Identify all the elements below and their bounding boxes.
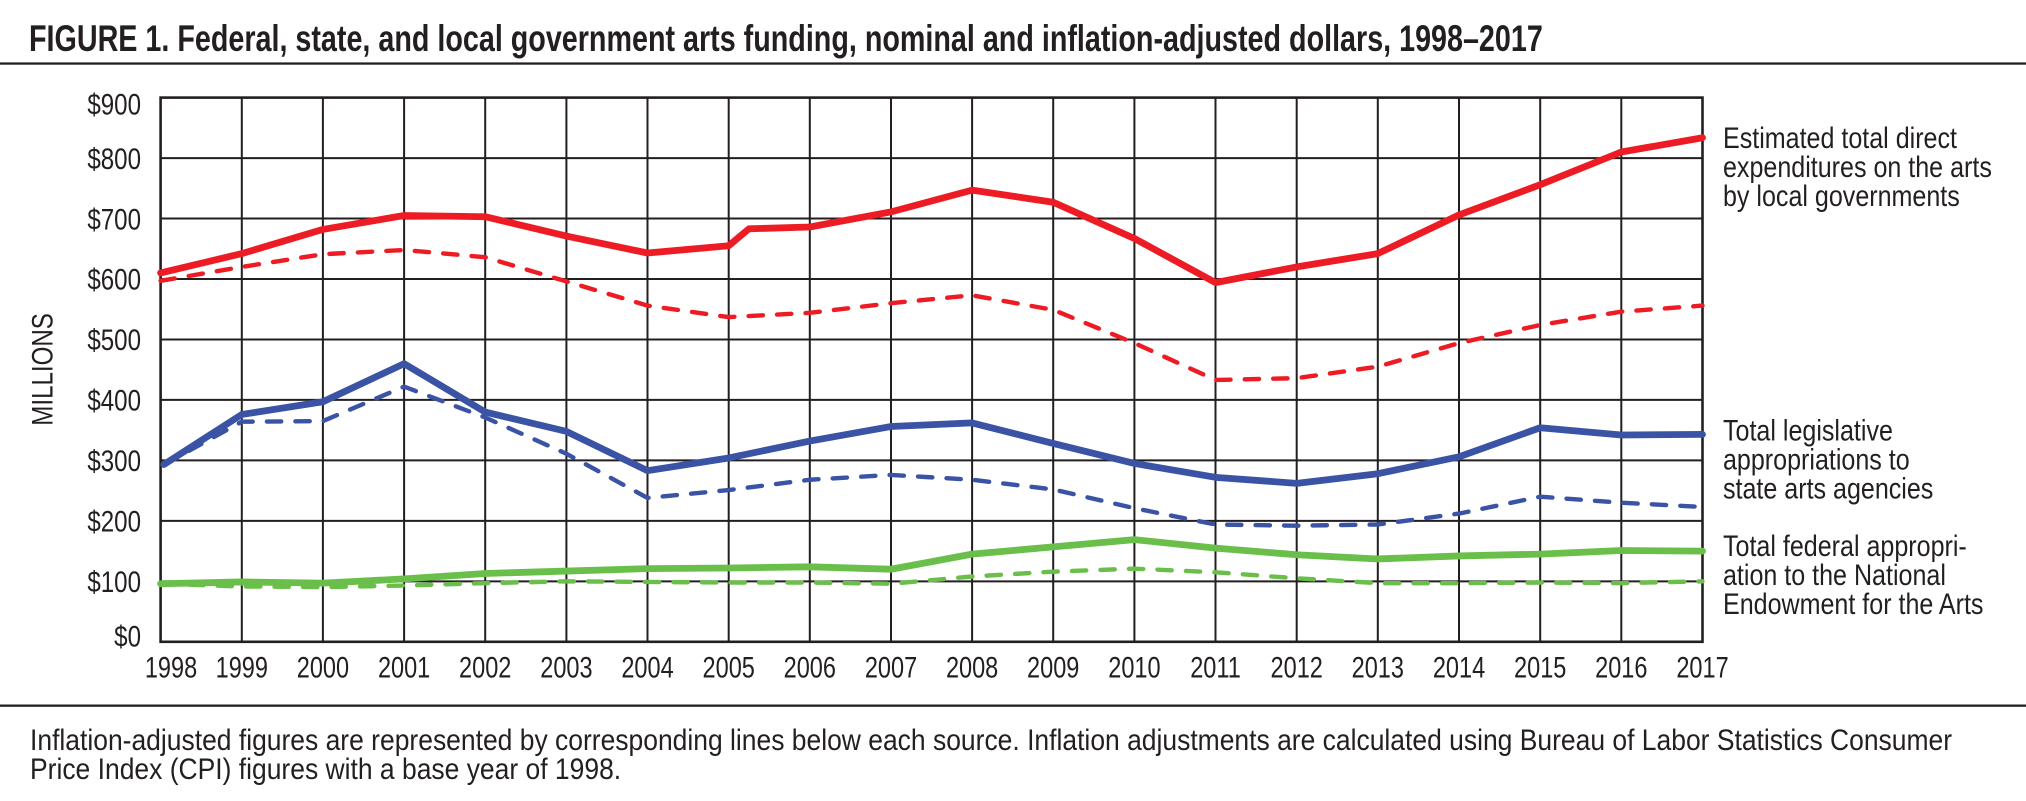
svg-text:Total legislative: Total legislative (1723, 414, 1893, 447)
svg-text:$200: $200 (87, 505, 141, 538)
svg-text:ation to the National: ation to the National (1723, 558, 1946, 591)
svg-text:$400: $400 (87, 384, 141, 417)
svg-text:Endowment for the Arts: Endowment for the Arts (1723, 587, 1983, 620)
svg-text:1999: 1999 (216, 651, 268, 684)
svg-text:2001: 2001 (378, 651, 430, 684)
svg-text:appropriations to: appropriations to (1723, 443, 1910, 476)
svg-text:expenditures on the arts: expenditures on the arts (1723, 150, 1992, 183)
svg-text:$0: $0 (114, 620, 141, 653)
svg-text:2013: 2013 (1352, 651, 1404, 684)
svg-text:2009: 2009 (1027, 651, 1079, 684)
svg-text:Price Index (CPI) figures with: Price Index (CPI) figures with a base ye… (30, 752, 621, 785)
svg-text:state arts agencies: state arts agencies (1723, 472, 1933, 505)
svg-text:2004: 2004 (621, 651, 673, 684)
svg-text:$700: $700 (87, 203, 141, 236)
svg-text:$100: $100 (87, 566, 141, 599)
svg-text:Estimated total direct: Estimated total direct (1723, 121, 1957, 154)
svg-text:2003: 2003 (540, 651, 592, 684)
svg-text:by local governments: by local governments (1723, 179, 1960, 212)
svg-text:$800: $800 (87, 143, 141, 176)
svg-text:2008: 2008 (946, 651, 998, 684)
svg-text:MILLIONS: MILLIONS (26, 313, 59, 425)
svg-text:2002: 2002 (459, 651, 511, 684)
svg-text:Inflation-adjusted figures are: Inflation-adjusted figures are represent… (30, 724, 1952, 757)
svg-text:$900: $900 (87, 88, 141, 121)
svg-text:Total federal appropri-: Total federal appropri- (1723, 529, 1967, 562)
svg-text:$500: $500 (87, 324, 141, 357)
svg-text:$300: $300 (87, 445, 141, 478)
svg-text:2007: 2007 (865, 651, 917, 684)
svg-text:2012: 2012 (1271, 651, 1323, 684)
svg-text:$600: $600 (87, 263, 141, 296)
svg-text:FIGURE 1. Federal, state, and: FIGURE 1. Federal, state, and local gove… (29, 19, 1543, 60)
svg-text:2011: 2011 (1190, 651, 1241, 684)
svg-text:2000: 2000 (297, 651, 349, 684)
svg-text:2016: 2016 (1595, 651, 1647, 684)
svg-text:2014: 2014 (1433, 651, 1485, 684)
svg-text:2017: 2017 (1676, 651, 1728, 684)
svg-text:2006: 2006 (784, 651, 836, 684)
svg-text:2010: 2010 (1108, 651, 1160, 684)
svg-text:2015: 2015 (1514, 651, 1566, 684)
svg-text:1998: 1998 (145, 651, 197, 684)
svg-text:2005: 2005 (703, 651, 755, 684)
